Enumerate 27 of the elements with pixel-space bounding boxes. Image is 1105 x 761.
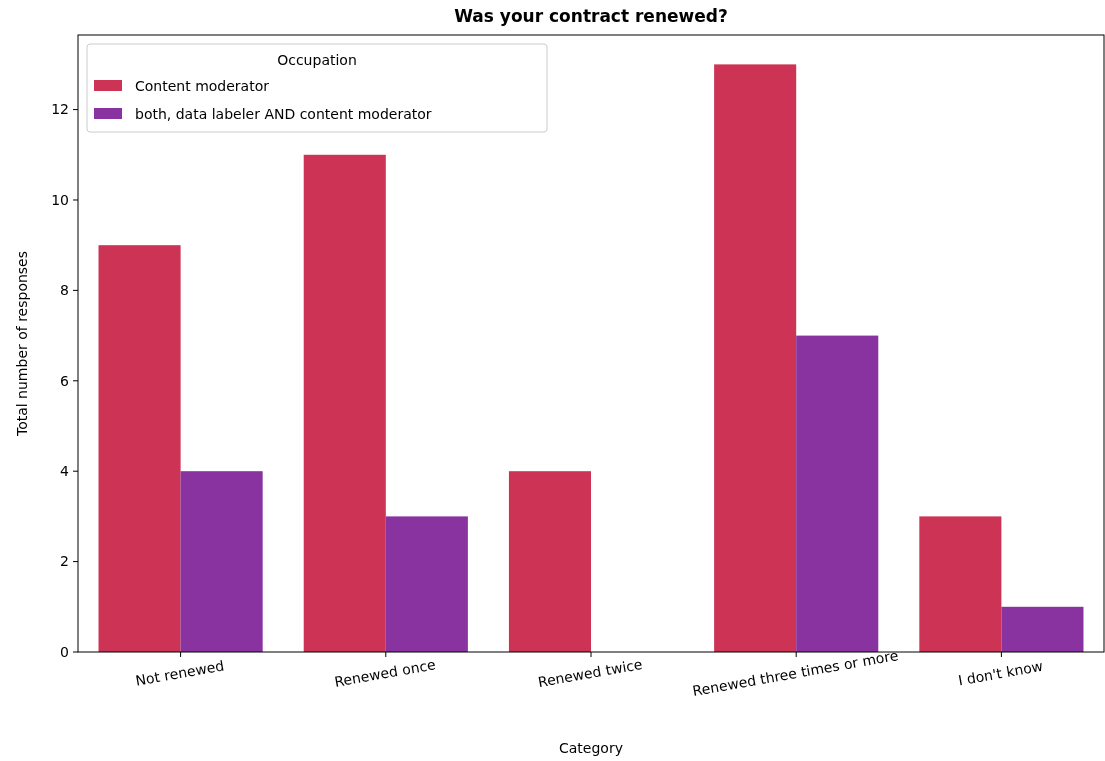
- bar: [508, 471, 591, 652]
- bar: [714, 64, 797, 652]
- y-axis-title: Total number of responses: [14, 250, 30, 438]
- y-tick-label: 4: [60, 463, 70, 480]
- x-axis-title: Category: [559, 740, 623, 756]
- y-tick-label: 8: [60, 282, 69, 299]
- bar: [919, 516, 1002, 652]
- bar: [796, 335, 879, 652]
- bar: [1001, 606, 1084, 652]
- bar: [180, 471, 263, 652]
- bar: [98, 245, 181, 652]
- legend-label: Content moderator: [135, 77, 270, 94]
- y-tick-label: 10: [51, 191, 69, 208]
- y-tick-label: 2: [60, 553, 69, 570]
- x-tick-label: Renewed twice: [536, 656, 644, 691]
- x-tick-label: Renewed three times or more: [691, 647, 900, 700]
- bar: [385, 516, 468, 652]
- legend-label: both, data labeler AND content moderator: [135, 105, 432, 122]
- x-tick-label: Not renewed: [134, 657, 226, 689]
- x-tick-label: Renewed once: [333, 656, 437, 690]
- legend-title: Occupation: [277, 52, 357, 68]
- bar: [303, 154, 386, 652]
- x-tick-label: I don't know: [956, 657, 1045, 689]
- y-tick-label: 0: [60, 643, 69, 660]
- chart-title: Was your contract renewed?: [454, 6, 728, 26]
- y-tick-label: 12: [51, 101, 69, 118]
- y-tick-label: 6: [60, 372, 70, 389]
